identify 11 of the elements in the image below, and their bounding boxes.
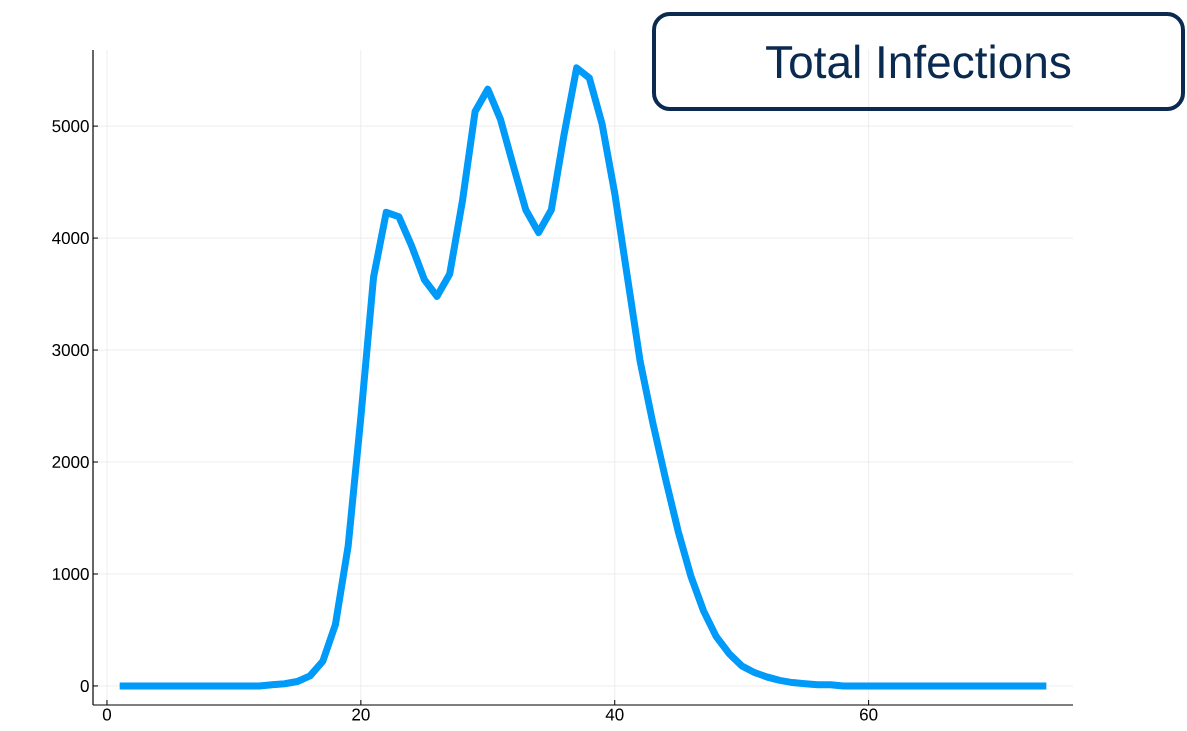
x-tick-label: 60 (860, 708, 878, 721)
y-tick-label: 2000 (52, 456, 89, 469)
x-tick-label: 40 (605, 708, 624, 721)
x-tick-label: 20 (352, 708, 370, 721)
chart-title: Total Infections (766, 44, 1071, 79)
y-tick-label: 4000 (52, 232, 89, 245)
y-tick-label: 0 (80, 679, 89, 692)
y-tick-label: 3000 (52, 344, 89, 357)
x-tick-label: 0 (102, 708, 112, 721)
y-tick-label: 1000 (52, 567, 89, 581)
y-tick-label: 5000 (52, 120, 89, 133)
